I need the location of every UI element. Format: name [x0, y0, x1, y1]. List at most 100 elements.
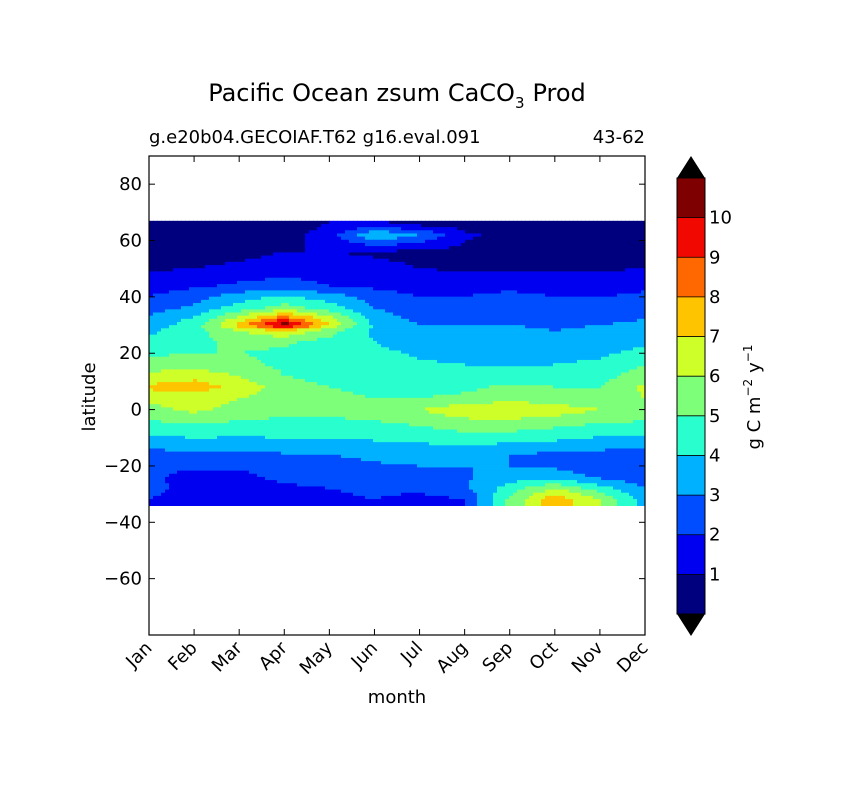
heatmap-cell: [445, 233, 450, 238]
heatmap-cell: [489, 246, 494, 250]
heatmap-cell: [597, 325, 602, 329]
heatmap-cell: [517, 265, 522, 269]
heatmap-cell: [349, 344, 354, 348]
heatmap-cell: [337, 277, 342, 282]
heatmap-cell: [549, 246, 554, 250]
heatmap-cell: [497, 299, 502, 304]
heatmap-cell: [285, 249, 290, 254]
heatmap-cell: [385, 296, 390, 301]
heatmap-cell: [605, 340, 610, 345]
heatmap-cell: [301, 293, 306, 298]
heatmap-cell: [573, 265, 578, 269]
heatmap-cell: [497, 321, 502, 326]
heatmap-cell: [365, 290, 370, 295]
heatmap-cell: [457, 309, 462, 314]
heatmap-cell: [293, 334, 298, 339]
heatmap-cell: [221, 252, 226, 257]
heatmap-cell: [229, 223, 234, 228]
heatmap-cell: [205, 239, 210, 244]
heatmap-cell: [201, 287, 206, 291]
heatmap-cell: [205, 236, 210, 241]
heatmap-cell: [561, 340, 566, 345]
heatmap-cell: [505, 334, 510, 339]
heatmap-cell: [481, 284, 486, 288]
heatmap-cell: [393, 309, 398, 314]
heatmap-cell: [169, 331, 174, 336]
heatmap-cell: [265, 271, 270, 276]
heatmap-cell: [309, 249, 314, 254]
heatmap-cell: [401, 277, 406, 282]
heatmap-cell: [229, 331, 234, 336]
heatmap-cell: [429, 293, 434, 298]
heatmap-cell: [557, 312, 562, 317]
heatmap-cell: [485, 236, 490, 241]
heatmap-cell: [229, 318, 234, 323]
heatmap-cell: [321, 290, 326, 295]
heatmap-cell: [213, 252, 218, 257]
heatmap-cell: [217, 252, 222, 257]
heatmap-cell: [265, 299, 270, 304]
heatmap-cell: [249, 318, 254, 323]
heatmap-cell: [557, 331, 562, 336]
heatmap-cell: [281, 331, 286, 336]
heatmap-cell: [629, 277, 634, 282]
heatmap-cell: [237, 258, 242, 263]
heatmap-cell: [225, 220, 230, 225]
heatmap-cell: [405, 325, 410, 329]
heatmap-cell: [557, 325, 562, 329]
heatmap-cell: [469, 325, 474, 329]
heatmap-cell: [397, 325, 402, 329]
heatmap-cell: [197, 252, 202, 257]
heatmap-cell: [329, 318, 334, 323]
heatmap-cell: [321, 280, 326, 285]
heatmap-cell: [293, 340, 298, 345]
heatmap-cell: [273, 303, 278, 307]
heatmap-cell: [305, 312, 310, 317]
heatmap-cell: [449, 318, 454, 323]
heatmap-cell: [225, 340, 230, 345]
heatmap-cell: [633, 280, 638, 285]
heatmap-cell: [357, 337, 362, 342]
heatmap-cell: [357, 306, 362, 310]
heatmap-cell: [197, 337, 202, 342]
heatmap-cell: [149, 309, 154, 314]
heatmap-cell: [641, 337, 645, 342]
heatmap-cell: [289, 274, 294, 279]
heatmap-cell: [209, 344, 214, 348]
heatmap-cell: [605, 230, 610, 235]
heatmap-cell: [589, 261, 594, 266]
heatmap-cell: [237, 280, 242, 285]
heatmap-cell: [261, 242, 266, 247]
heatmap-cell: [281, 325, 286, 329]
heatmap-cell: [601, 271, 606, 276]
heatmap-cell: [625, 315, 630, 320]
heatmap-cell: [445, 340, 450, 345]
heatmap-cell: [189, 315, 194, 320]
heatmap-cell: [605, 306, 610, 310]
heatmap-cell: [241, 287, 246, 291]
heatmap-cell: [625, 246, 630, 250]
heatmap-cell: [513, 227, 518, 231]
heatmap-cell: [377, 293, 382, 298]
heatmap-cell: [193, 252, 198, 257]
heatmap-cell: [421, 249, 426, 254]
heatmap-cell: [409, 303, 414, 307]
heatmap-cell: [281, 230, 286, 235]
heatmap-cell: [357, 236, 362, 241]
heatmap-cell: [217, 230, 222, 235]
heatmap-cell: [301, 265, 306, 269]
heatmap-cell: [193, 255, 198, 260]
heatmap-cell: [405, 340, 410, 345]
heatmap-cell: [169, 277, 174, 282]
heatmap-cell: [477, 236, 482, 241]
heatmap-cell: [257, 230, 262, 235]
heatmap-cell: [477, 284, 482, 288]
heatmap-cell: [577, 284, 582, 288]
heatmap-cell: [269, 249, 274, 254]
heatmap-cell: [621, 230, 626, 235]
heatmap-cell: [625, 265, 630, 269]
heatmap-cell: [501, 321, 506, 326]
heatmap-cell: [469, 318, 474, 323]
heatmap-cell: [505, 258, 510, 263]
heatmap-cell: [529, 312, 534, 317]
